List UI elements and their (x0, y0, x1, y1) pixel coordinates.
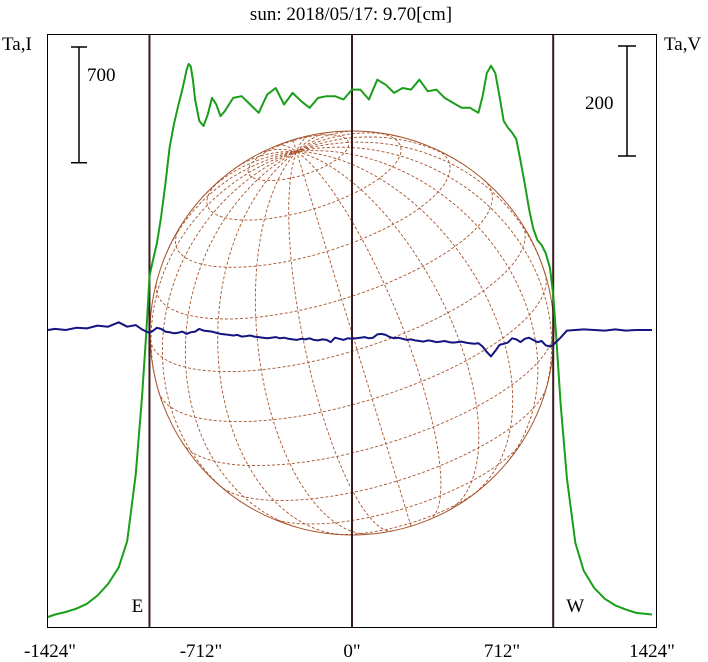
series-group (47, 63, 653, 618)
latitude-line (149, 225, 526, 373)
y-right-label: Ta,V (664, 34, 701, 55)
chart-title: sun: 2018/05/17: 9.70[cm] (250, 4, 452, 25)
longitude-line (296, 136, 467, 167)
scale-bar-right-label: 200 (585, 93, 614, 114)
latitude-line (222, 389, 547, 501)
solar-disk (149, 130, 555, 536)
longitude-line (296, 151, 480, 511)
longitude-line (296, 141, 546, 275)
x-tick-labels: -1424" -712" 0" 712" 1424" (24, 641, 675, 662)
longitude-line (277, 144, 297, 152)
latitude-line (155, 179, 493, 320)
longitude-line (202, 151, 297, 198)
longitude-line (296, 146, 553, 399)
longitude-line (259, 148, 297, 155)
x-tick-label: -1424" (24, 641, 76, 662)
latitude-line (334, 490, 479, 535)
longitude-line (292, 139, 297, 152)
y-left-label: Ta,I (2, 34, 32, 55)
x-tick-label: 0" (343, 641, 360, 662)
x-tick-label: -712" (180, 641, 223, 662)
latitude-line (272, 441, 523, 525)
scale-bar-left-label: 700 (87, 65, 116, 86)
limb-lines (148, 35, 555, 627)
series-V-line (47, 321, 652, 358)
scale-bars: 700 200 (71, 45, 636, 164)
plot-frame (47, 34, 657, 628)
longitude-line (296, 131, 329, 152)
longitude-line (163, 151, 297, 259)
longitude-line (233, 151, 297, 170)
longitude-line (150, 151, 297, 393)
longitude-line (296, 151, 412, 527)
limb-label-e: E (132, 596, 144, 617)
longitude-line (296, 151, 514, 494)
longitude-line (288, 151, 393, 532)
x-tick-label: 1424" (629, 641, 675, 662)
longitude-line (296, 151, 442, 521)
longitude-line (296, 135, 309, 152)
longitude-line (184, 151, 297, 528)
longitude-line (296, 132, 400, 152)
longitude-line (217, 151, 339, 535)
limb-label-w: W (566, 596, 584, 617)
x-tick-label: 712" (484, 641, 520, 662)
longitude-line (161, 151, 297, 495)
longitude-line (296, 130, 359, 152)
longitude-line (254, 151, 371, 535)
series-I-line (47, 63, 653, 618)
longitude-line (296, 150, 539, 463)
